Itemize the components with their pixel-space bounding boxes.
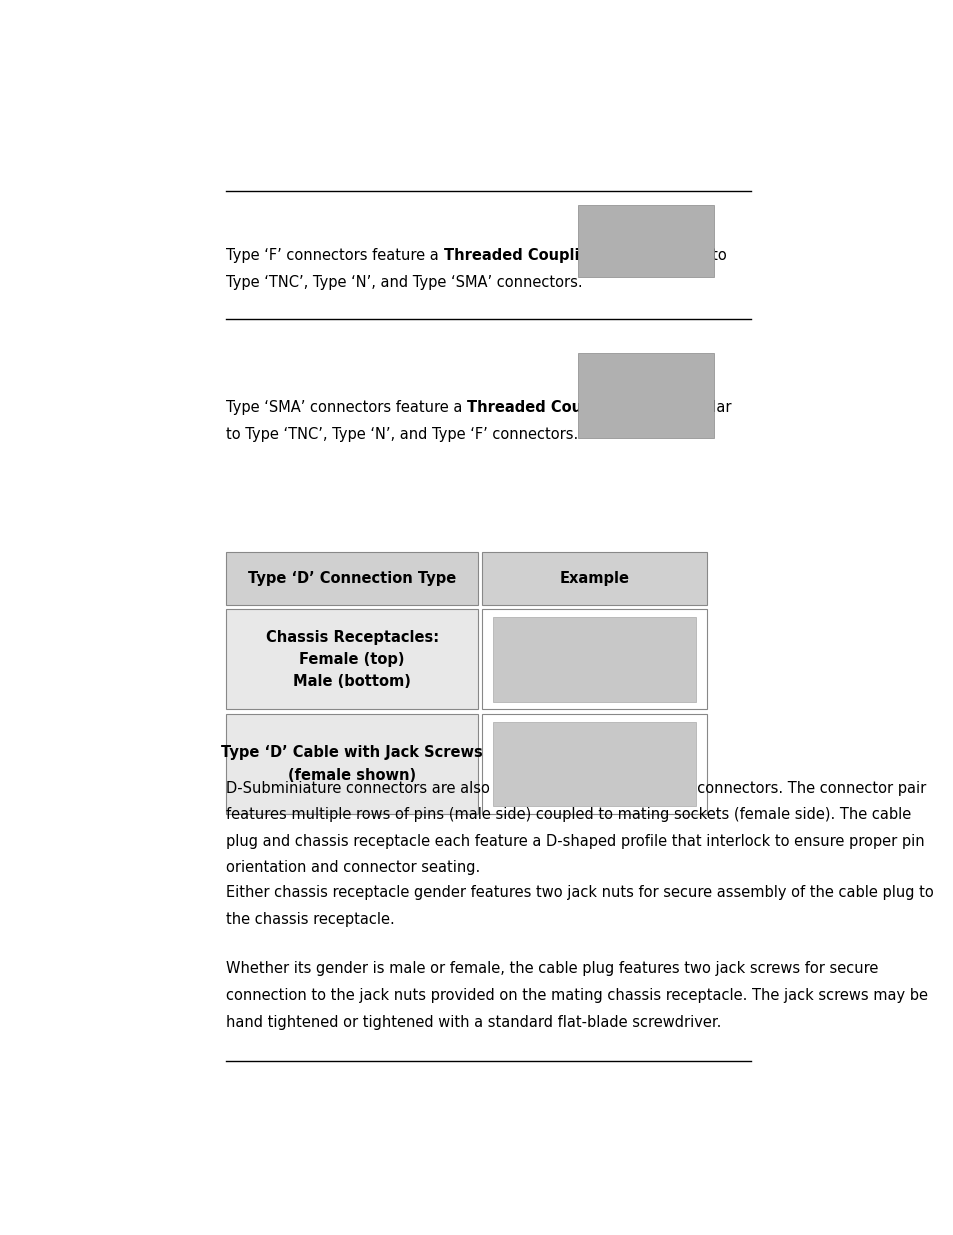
Text: Example: Example — [558, 571, 629, 585]
FancyBboxPatch shape — [481, 609, 706, 709]
FancyBboxPatch shape — [577, 205, 714, 277]
Text: design similar: design similar — [623, 400, 731, 415]
FancyBboxPatch shape — [481, 714, 706, 814]
Text: connection to the jack nuts provided on the mating chassis receptacle. The jack : connection to the jack nuts provided on … — [226, 988, 927, 1003]
Text: Type ‘TNC’, Type ‘N’, and Type ‘SMA’ connectors.: Type ‘TNC’, Type ‘N’, and Type ‘SMA’ con… — [226, 274, 582, 290]
Text: design similar to: design similar to — [599, 248, 726, 263]
Text: Type ‘SMA’ connectors feature a: Type ‘SMA’ connectors feature a — [226, 400, 467, 415]
Text: plug and chassis receptacle each feature a D-shaped profile that interlock to en: plug and chassis receptacle each feature… — [226, 834, 924, 848]
Text: the chassis receptacle.: the chassis receptacle. — [226, 911, 395, 926]
FancyBboxPatch shape — [492, 618, 696, 701]
Text: Type ‘D’: Type ‘D’ — [542, 781, 609, 795]
FancyBboxPatch shape — [481, 552, 706, 605]
Text: ’ connectors. The connector pair: ’ connectors. The connector pair — [688, 781, 925, 795]
Text: D-Sub: D-Sub — [638, 781, 688, 795]
Text: orientation and connector seating.: orientation and connector seating. — [226, 861, 480, 876]
Text: D-Subminiature connectors are also called: D-Subminiature connectors are also calle… — [226, 781, 542, 795]
Text: Chassis Receptacles:
Female (top)
Male (bottom): Chassis Receptacles: Female (top) Male (… — [265, 630, 438, 689]
FancyBboxPatch shape — [492, 721, 696, 806]
FancyBboxPatch shape — [226, 609, 477, 709]
Text: Type ‘D’ Connection Type: Type ‘D’ Connection Type — [248, 571, 456, 585]
Text: features multiple rows of pins (male side) coupled to mating sockets (female sid: features multiple rows of pins (male sid… — [226, 808, 911, 823]
FancyBboxPatch shape — [226, 552, 477, 605]
Text: Type ‘D’ Cable with Jack Screws
(female shown): Type ‘D’ Cable with Jack Screws (female … — [221, 746, 482, 783]
Text: Type ‘F’ connectors feature a: Type ‘F’ connectors feature a — [226, 248, 443, 263]
Text: hand tightened or tightened with a standard flat-blade screwdriver.: hand tightened or tightened with a stand… — [226, 1014, 721, 1030]
FancyBboxPatch shape — [577, 353, 714, 438]
Text: to Type ‘TNC’, Type ‘N’, and Type ‘F’ connectors.: to Type ‘TNC’, Type ‘N’, and Type ‘F’ co… — [226, 427, 578, 442]
Text: Either chassis receptacle gender features two jack nuts for secure assembly of t: Either chassis receptacle gender feature… — [226, 885, 933, 900]
Text: Threaded Coupling: Threaded Coupling — [443, 248, 599, 263]
Text: Threaded Coupling: Threaded Coupling — [467, 400, 623, 415]
Text: or ‘: or ‘ — [609, 781, 638, 795]
Text: Whether its gender is male or female, the cable plug features two jack screws fo: Whether its gender is male or female, th… — [226, 961, 878, 976]
FancyBboxPatch shape — [226, 714, 477, 814]
